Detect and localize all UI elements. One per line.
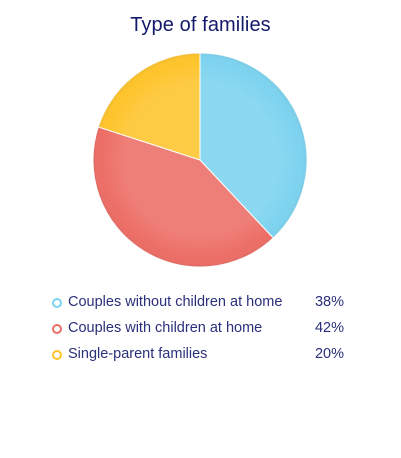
- legend-value: 20%: [314, 346, 344, 362]
- pie-chart: [92, 52, 308, 268]
- legend-label: Couples without children at home: [68, 294, 283, 310]
- legend-marker-single-parent-families: [52, 350, 62, 360]
- legend-value: 42%: [314, 320, 344, 336]
- legend-marker-couples-with-children: [52, 324, 62, 334]
- legend-item-couples-without-children[interactable]: Couples without children at home 38%: [52, 294, 352, 320]
- chart-title: Type of families: [130, 14, 271, 36]
- legend-marker-couples-without-children: [52, 298, 62, 308]
- legend-label: Couples with children at home: [68, 320, 263, 336]
- legend-value: 38%: [314, 294, 344, 310]
- legend-item-single-parent-families[interactable]: Single-parent families 20%: [52, 346, 352, 372]
- legend-label: Single-parent families: [68, 346, 208, 362]
- chart-legend: Couples without children at home 38% Cou…: [52, 294, 352, 372]
- legend-item-couples-with-children[interactable]: Couples with children at home 42%: [52, 320, 352, 346]
